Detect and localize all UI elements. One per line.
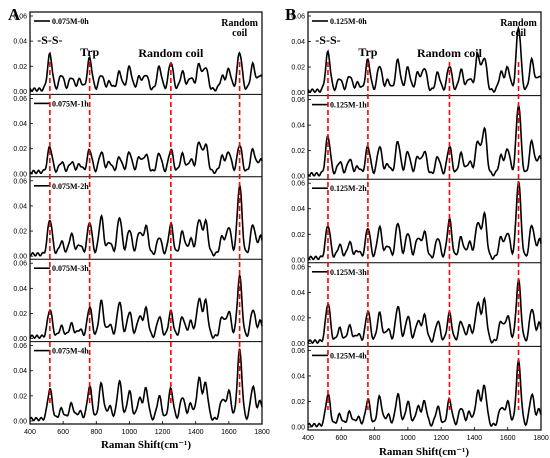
- y-tick-label: 0.02: [291, 65, 305, 72]
- x-tick-label: 1400: [188, 429, 204, 436]
- y-tick-label: 0.02: [291, 232, 305, 239]
- x-tick-label: 1000: [122, 429, 138, 436]
- x-tick-label: 800: [90, 429, 102, 436]
- y-tick-label: 0.04: [13, 286, 27, 293]
- y-tick-label: 0.06: [291, 264, 305, 271]
- x-tick-label: 400: [302, 435, 314, 442]
- x-tick-label: 1600: [500, 435, 516, 442]
- legend-label: 0.125M-4h: [330, 351, 367, 360]
- series-line-0.075M-1h: [29, 141, 263, 175]
- plot-frame: [307, 11, 542, 431]
- legend-label: 0.125M-0h: [330, 17, 367, 26]
- annotation-label: coil: [511, 28, 526, 39]
- series-line-0.125M-2h: [308, 180, 542, 261]
- x-axis-label: Raman Shift(cm⁻¹): [379, 446, 469, 458]
- legend-label: 0.075M-3h: [52, 264, 89, 273]
- annotation-label: Random coil: [138, 46, 204, 60]
- y-tick-label: 0.02: [13, 146, 27, 153]
- y-tick-label: 0.00: [291, 90, 305, 97]
- panel-label: B: [285, 5, 296, 24]
- annotation-label: Random coil: [417, 46, 483, 60]
- legend-label: 0.075M-0h: [52, 17, 89, 26]
- legend-label: 0.125M-3h: [330, 268, 367, 277]
- x-tick-label: 1000: [400, 435, 416, 442]
- annotation-label: Trp: [358, 45, 377, 59]
- series-line-0.075M-0h: [29, 51, 263, 92]
- y-tick-label: 0.00: [291, 425, 305, 432]
- x-axis-label: Raman Shift(cm⁻¹): [101, 439, 191, 451]
- y-tick-label: 0.02: [13, 311, 27, 318]
- panel-B: 0.00 0.02 0.04 0.06 0.125M-0h 0.00 0.02 0.04 0.0…: [285, 5, 549, 458]
- x-tick-label: 1800: [254, 429, 270, 436]
- x-tick-label: 800: [369, 435, 381, 442]
- y-tick-label: 0.04: [291, 373, 305, 380]
- legend-label: 0.125M-1h: [330, 101, 367, 110]
- series-line-0.075M-3h: [29, 274, 263, 340]
- panel-A: 0.00 0.02 0.04 0.06 0.075M-0h 0.00 0.02 0.04 0.0…: [8, 5, 270, 451]
- y-tick-label: 0.04: [291, 123, 305, 130]
- y-tick-label: 0.04: [291, 39, 305, 46]
- x-tick-label: 1800: [533, 435, 549, 442]
- x-tick-label: 1200: [155, 429, 171, 436]
- legend-label: 0.125M-2h: [330, 184, 367, 193]
- x-tick-label: 400: [24, 429, 36, 436]
- y-tick-label: 0.04: [13, 203, 27, 210]
- y-tick-label: 0.00: [13, 171, 27, 178]
- y-tick-label: 0.00: [291, 257, 305, 264]
- annotation-label: -S-S-: [37, 33, 62, 47]
- series-line-0.125M-3h: [307, 277, 542, 344]
- y-tick-label: 0.06: [291, 97, 305, 104]
- annotation-label: Random: [221, 18, 258, 29]
- series-line-0.125M-1h: [307, 104, 542, 177]
- series-line-0.125M-0h: [307, 25, 542, 94]
- y-tick-label: 0.04: [291, 206, 305, 213]
- annotation-label: Random: [500, 18, 537, 29]
- series-line-0.075M-2h: [30, 185, 263, 257]
- y-tick-label: 0.06: [291, 348, 305, 355]
- x-tick-label: 1200: [433, 435, 449, 442]
- y-tick-label: 0.02: [13, 393, 27, 400]
- y-tick-label: 0.06: [291, 181, 305, 188]
- y-tick-label: 0.04: [13, 39, 27, 46]
- legend-label: 0.075M-2h: [52, 182, 89, 191]
- y-tick-label: 0.02: [291, 148, 305, 155]
- y-tick-label: 0.00: [13, 89, 27, 96]
- y-tick-label: 0.06: [13, 96, 27, 103]
- y-tick-label: 0.00: [13, 336, 27, 343]
- legend-label: 0.075M-4h: [52, 347, 89, 356]
- y-tick-label: 0.00: [291, 174, 305, 181]
- series-line-0.075M-4h: [29, 348, 263, 422]
- y-tick-label: 0.02: [291, 399, 305, 406]
- annotation-label: -S-S-: [315, 33, 340, 47]
- x-tick-label: 600: [335, 435, 347, 442]
- legend-label: 0.075M-1h: [52, 99, 89, 108]
- y-tick-label: 0.00: [291, 341, 305, 348]
- y-tick-label: 0.00: [13, 419, 27, 426]
- series-line-0.125M-4h: [307, 359, 542, 428]
- y-tick-label: 0.02: [13, 64, 27, 71]
- y-tick-label: 0.02: [13, 229, 27, 236]
- x-tick-label: 1400: [467, 435, 483, 442]
- x-tick-label: 1600: [221, 429, 237, 436]
- y-tick-label: 0.06: [13, 14, 27, 21]
- panel-label: A: [8, 5, 21, 24]
- x-tick-label: 600: [57, 429, 69, 436]
- y-tick-label: 0.04: [13, 121, 27, 128]
- y-tick-label: 0.00: [13, 254, 27, 261]
- y-tick-label: 0.04: [291, 290, 305, 297]
- annotation-label: coil: [232, 28, 247, 39]
- y-tick-label: 0.06: [13, 178, 27, 185]
- plot-frame: [29, 11, 263, 425]
- y-tick-label: 0.06: [291, 14, 305, 21]
- y-tick-label: 0.02: [291, 315, 305, 322]
- y-tick-label: 0.04: [13, 368, 27, 375]
- annotation-label: Trp: [80, 45, 99, 59]
- y-tick-label: 0.06: [13, 343, 27, 350]
- y-tick-label: 0.06: [13, 261, 27, 268]
